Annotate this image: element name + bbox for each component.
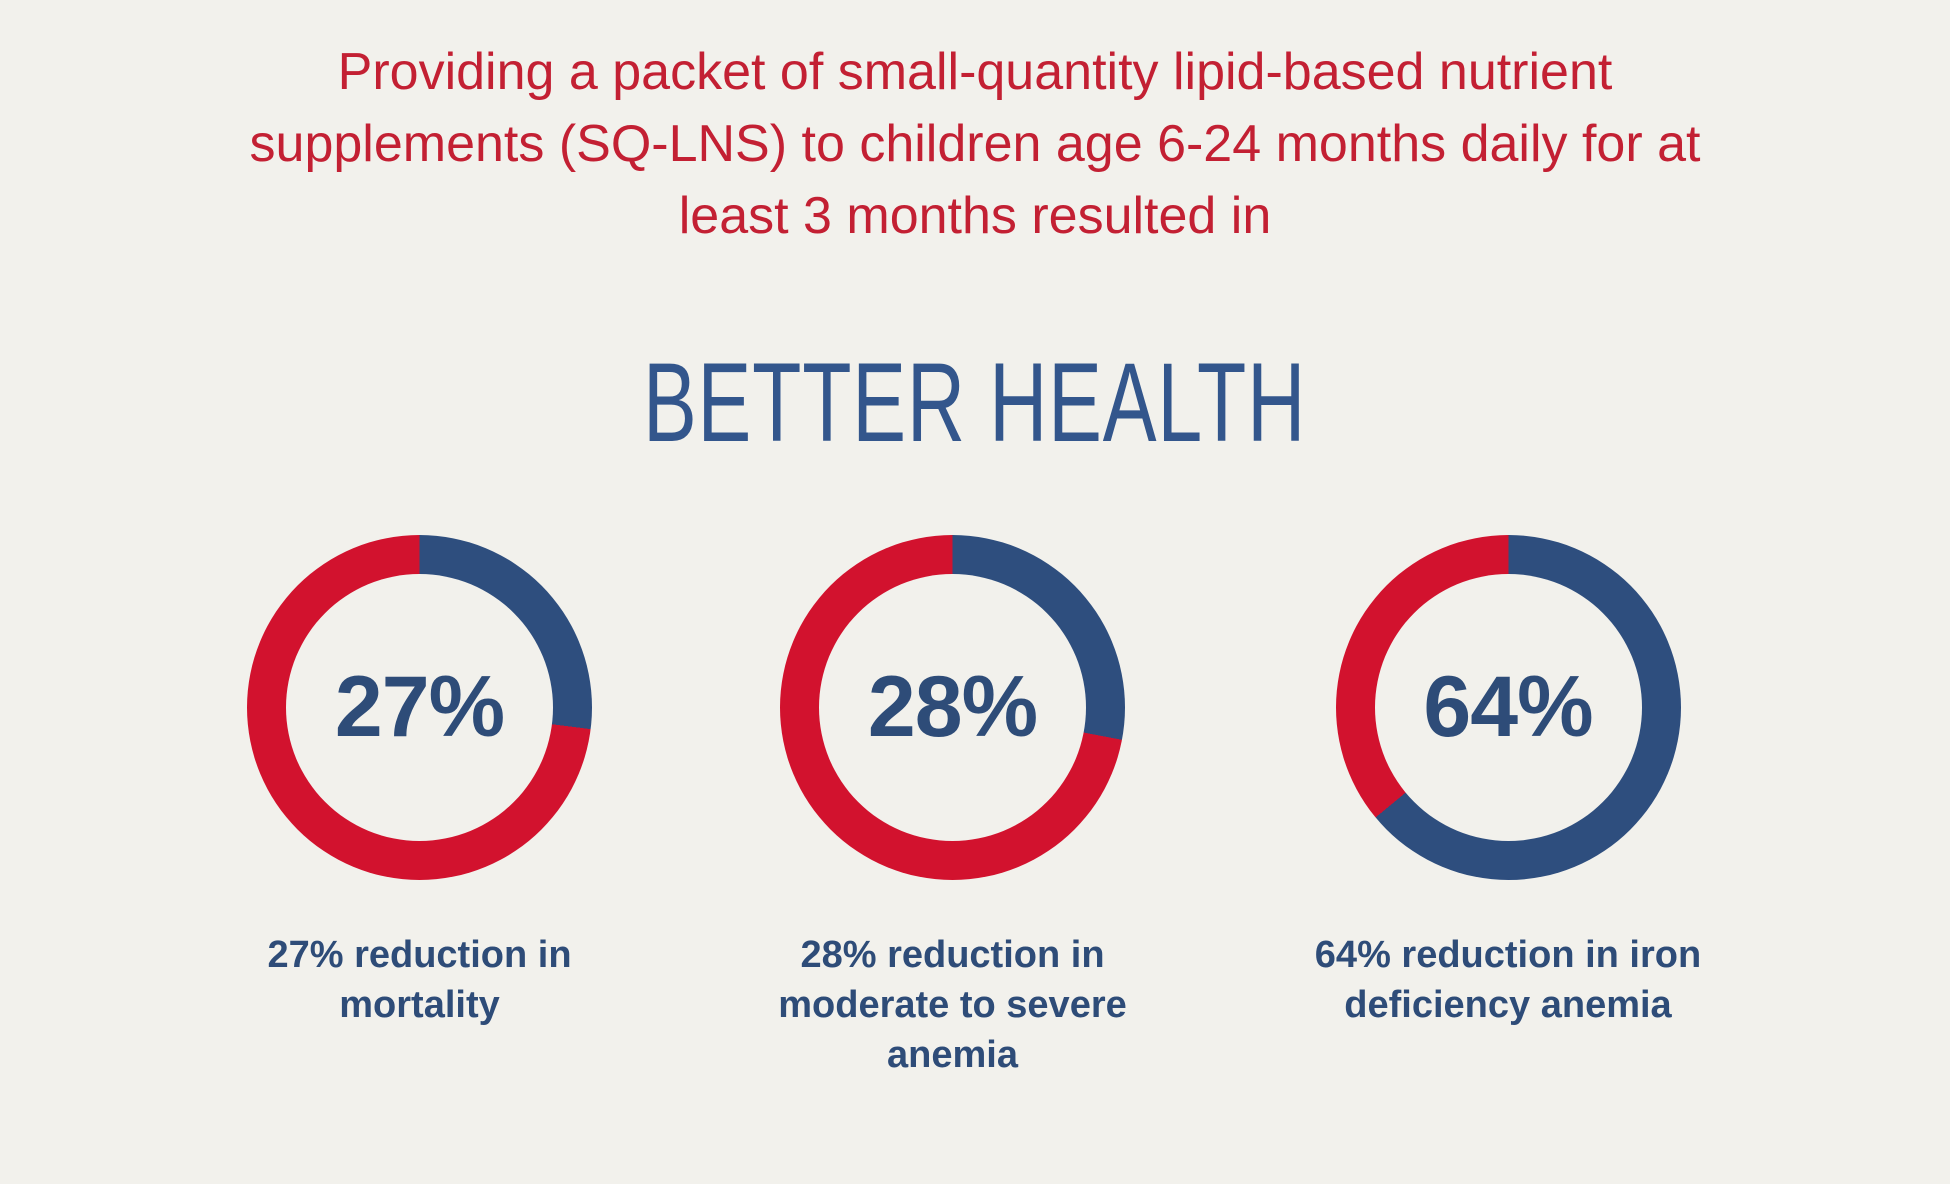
donut-hole: 27% — [286, 574, 553, 841]
infographic-page: Providing a packet of small-quantity lip… — [0, 36, 1950, 1184]
stat-caption-mortality: 27% reduction in mortality — [267, 934, 572, 1026]
donut-chart-mortality: 27% — [247, 535, 592, 880]
page-title: BETTER HEALTH — [643, 340, 1307, 465]
stats-row: 27% 27% reduction in mortality 28% 28% r… — [0, 535, 1950, 1080]
donut-percent-label: 64% — [1423, 659, 1593, 755]
donut-hole: 28% — [819, 574, 1086, 841]
donut-hole: 64% — [1374, 574, 1642, 841]
page-title-wrap: BETTER HEALTH — [0, 344, 1950, 462]
donut-chart-iron-deficiency-anemia: 64% — [1335, 535, 1681, 880]
stat-caption-moderate-severe-anemia: 28% reduction in moderate to severe anem… — [778, 934, 1127, 1076]
stat-card-iron-deficiency-anemia: 64% 64% reduction in iron deficiency ane… — [1276, 535, 1741, 1080]
donut-percent-label: 28% — [867, 659, 1038, 755]
header-text: Providing a packet of small-quantity lip… — [249, 43, 1701, 245]
donut-percent-label: 27% — [334, 659, 505, 755]
stat-caption-iron-deficiency-anemia: 64% reduction in iron deficiency anemia — [1314, 934, 1702, 1026]
stat-card-mortality: 27% 27% reduction in mortality — [210, 535, 630, 1080]
donut-chart-moderate-severe-anemia: 28% — [780, 535, 1125, 880]
stat-card-moderate-severe-anemia: 28% 28% reduction in moderate to severe … — [743, 535, 1163, 1080]
